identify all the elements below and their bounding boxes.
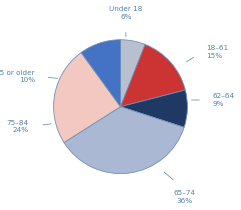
Wedge shape bbox=[120, 45, 185, 107]
Text: 62–64
9%: 62–64 9% bbox=[213, 93, 235, 107]
Wedge shape bbox=[81, 40, 120, 107]
Wedge shape bbox=[120, 40, 145, 107]
Text: 85 or older
10%: 85 or older 10% bbox=[0, 70, 35, 83]
Text: Under 18
6%: Under 18 6% bbox=[109, 6, 142, 20]
Wedge shape bbox=[64, 107, 184, 174]
Text: 18–61
15%: 18–61 15% bbox=[206, 45, 228, 59]
Wedge shape bbox=[54, 52, 120, 143]
Text: 65–74
36%: 65–74 36% bbox=[173, 190, 195, 204]
Wedge shape bbox=[120, 90, 187, 127]
Text: 75–84
24%: 75–84 24% bbox=[6, 120, 28, 134]
